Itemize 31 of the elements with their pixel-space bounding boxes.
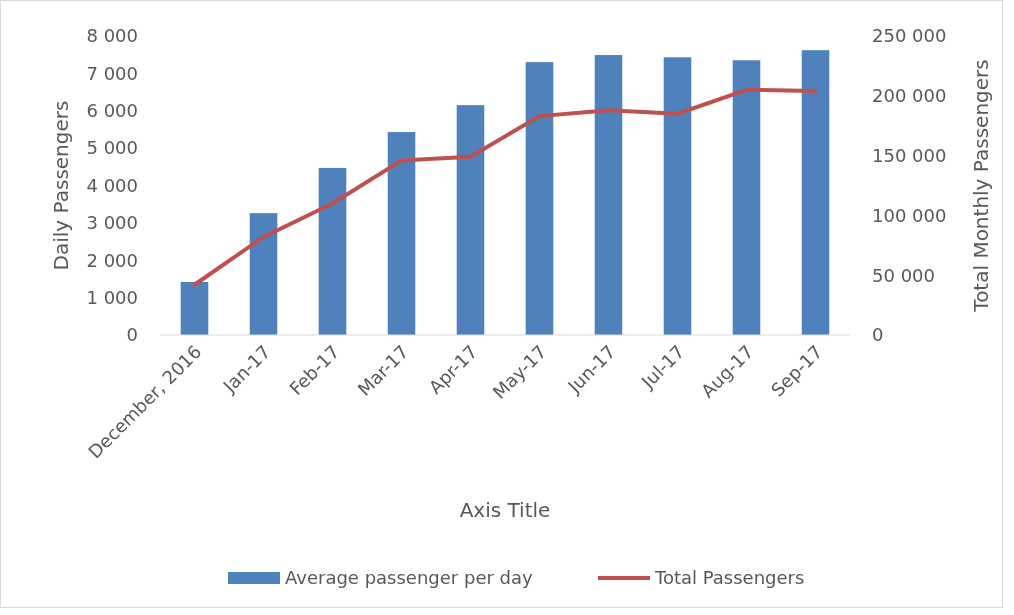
line-series <box>192 87 818 287</box>
bar <box>387 132 416 335</box>
y-tick-label: 4 000 <box>86 174 138 196</box>
legend-label: Total Passengers <box>654 567 805 589</box>
y2-tick-label: 0 <box>872 324 884 346</box>
bar <box>663 57 692 335</box>
y-tick-label: 6 000 <box>86 100 138 122</box>
bar <box>732 60 761 335</box>
legend-label: Average passenger per day <box>285 567 534 589</box>
y2-tick-label: 50 000 <box>872 264 935 286</box>
bar <box>525 62 554 335</box>
y-tick-label: 3 000 <box>86 212 138 234</box>
y2-axis-title: Total Monthly Passengers <box>969 59 993 313</box>
y-tick-label: 5 000 <box>86 137 138 159</box>
bar <box>180 281 209 335</box>
bar <box>594 55 623 335</box>
y2-tick-label: 200 000 <box>872 85 947 107</box>
y2-tick-label: 150 000 <box>872 144 947 166</box>
y-tick-label: 2 000 <box>86 249 138 271</box>
bar <box>456 105 485 335</box>
y-tick-label: 1 000 <box>86 286 138 308</box>
y2-tick-label: 250 000 <box>872 25 947 47</box>
bar <box>318 167 347 335</box>
y-tick-label: 8 000 <box>86 25 138 47</box>
bar <box>801 50 830 335</box>
x-axis-title: Axis Title <box>459 498 551 522</box>
y-tick-label: 0 <box>126 324 138 346</box>
y-axis-title: Daily Passengers <box>49 100 73 271</box>
y-tick-label: 7 000 <box>86 62 138 84</box>
bar <box>249 213 278 335</box>
y2-tick-label: 100 000 <box>872 204 947 226</box>
